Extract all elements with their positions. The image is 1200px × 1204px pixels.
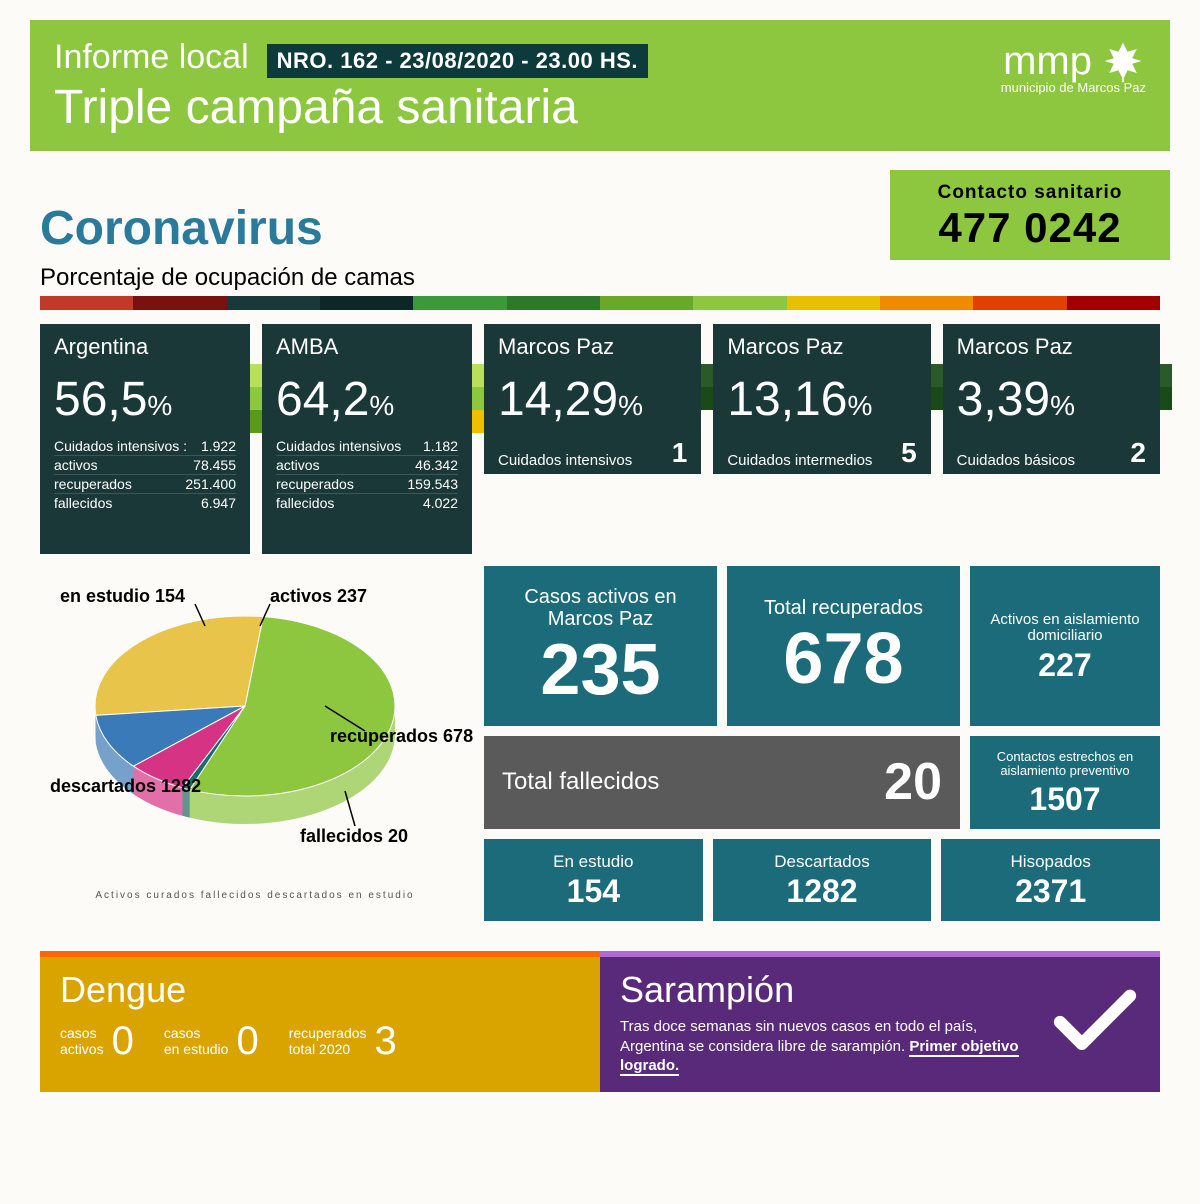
isolation-home-label: Activos en aislamiento domiciliario — [980, 612, 1150, 645]
contact-label: Contacto sanitario — [910, 182, 1150, 204]
infographic-root: Informe local NRO. 162 - 23/08/2020 - 23… — [0, 0, 1200, 1112]
occupancy-card: AMBA 64,2%Cuidados intensivos1.182activo… — [262, 324, 472, 554]
check-icon — [1050, 987, 1140, 1057]
sarampion-text: Tras doce semanas sin nuevos casos en to… — [620, 1017, 1020, 1076]
pie-slice-label: en estudio 154 — [60, 586, 185, 607]
logo-block: mmp municipio de Marcos Paz — [1001, 38, 1146, 95]
dengue-stats: casos activos0 casos en estudio0 recuperad… — [60, 1019, 580, 1064]
recovered-card: Total recuperados 678 — [727, 566, 960, 726]
isolation-home-card: Activos en aislamiento domiciliario 227 — [970, 566, 1160, 726]
small-stat-card: Hisopados2371 — [941, 839, 1160, 922]
logo-subtitle: municipio de Marcos Paz — [1001, 80, 1146, 95]
recovered-label: Total recuperados — [737, 597, 950, 619]
occupancy-cards-row: Argentina 56,5%Cuidados intensivos :1.92… — [40, 324, 1160, 554]
main-title: Triple campaña sanitaria — [54, 80, 1146, 135]
mid-section: descartados 1282 recuperados 678 activos 2… — [40, 566, 1160, 921]
occupancy-card: Marcos Paz 14,29%Cuidados intensivos1 — [484, 324, 701, 474]
dengue-stat: casos activos0 — [60, 1019, 134, 1064]
occupancy-card: Argentina 56,5%Cuidados intensivos :1.92… — [40, 324, 250, 554]
pie-legend: Activos curados fallecidos descartados e… — [40, 890, 470, 901]
contact-number: 477 0242 — [910, 204, 1150, 252]
pie-slice-label: descartados 1282 — [50, 776, 201, 797]
close-contacts-card: Contactos estrechos en aislamiento preve… — [970, 736, 1160, 829]
occupancy-card: Marcos Paz 13,16%Cuidados intermedios5 — [713, 324, 930, 474]
pie-chart: descartados 1282 recuperados 678 activos 2… — [40, 576, 470, 876]
occupancy-card: Marcos Paz 3,39%Cuidados básicos2 — [943, 324, 1160, 474]
stats-area: Casos activos en Marcos Paz 235 Total re… — [484, 566, 1160, 921]
isolation-home-value: 227 — [980, 649, 1150, 681]
dengue-stat: recuperados total 20203 — [289, 1019, 397, 1064]
sarampion-panel: Sarampión Tras doce semanas sin nuevos c… — [600, 951, 1160, 1092]
pie-chart-area: descartados 1282 recuperados 678 activos 2… — [40, 566, 470, 921]
contact-box: Contacto sanitario 477 0242 — [890, 170, 1170, 260]
logo-text: mmp — [1003, 39, 1092, 84]
small-stat-card: En estudio154 — [484, 839, 703, 922]
leaf-icon — [1100, 38, 1146, 84]
informe-label: Informe local — [54, 38, 249, 77]
big-stats-row: Casos activos en Marcos Paz 235 Total re… — [484, 566, 1160, 726]
small-stats-row: En estudio154Descartados1282Hisopados237… — [484, 839, 1160, 922]
dengue-panel: Dengue casos activos0 casos en estudio0 re… — [40, 951, 600, 1092]
close-contacts-value: 1507 — [980, 783, 1150, 815]
small-stat-card: Descartados1282 — [713, 839, 932, 922]
active-cases-label: Casos activos en Marcos Paz — [494, 586, 707, 630]
report-number: NRO. 162 - 23/08/2020 - 23.00 HS. — [267, 44, 648, 78]
dengue-title: Dengue — [60, 969, 580, 1011]
dengue-stat: casos en estudio0 — [164, 1019, 259, 1064]
active-cases-value: 235 — [494, 634, 707, 706]
recovered-value: 678 — [737, 623, 950, 695]
subtitle: Porcentaje de ocupación de camas — [40, 264, 1170, 292]
footer: Dengue casos activos0 casos en estudio0 re… — [40, 951, 1160, 1092]
second-stats-row: Total fallecidos 20 Contactos estrechos … — [484, 736, 1160, 829]
active-cases-card: Casos activos en Marcos Paz 235 — [484, 566, 717, 726]
close-contacts-label: Contactos estrechos en aislamiento preve… — [980, 750, 1150, 779]
pie-slice-label: activos 237 — [270, 586, 367, 607]
header-banner: Informe local NRO. 162 - 23/08/2020 - 23… — [30, 20, 1170, 151]
deaths-card: Total fallecidos 20 — [484, 736, 960, 829]
pie-slice-label: recuperados 678 — [330, 726, 473, 747]
deaths-label: Total fallecidos — [502, 769, 659, 795]
deaths-value: 20 — [884, 752, 942, 812]
pie-slice-label: fallecidos 20 — [300, 826, 408, 847]
color-strip — [40, 296, 1160, 310]
